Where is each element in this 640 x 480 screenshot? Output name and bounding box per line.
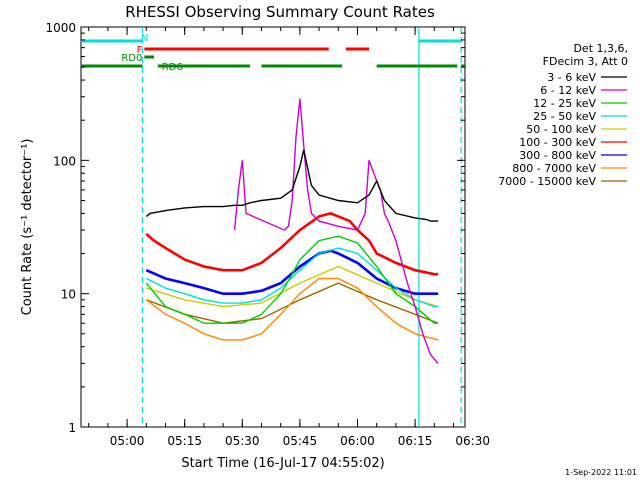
legend-label-0: 3 - 6 keV: [547, 71, 596, 84]
series-line-1: [233, 98, 439, 364]
flag-label-f: F: [137, 45, 143, 56]
x-tick-labels: 05:00 05:15 05:30 05:45 06:00 06:15 06:30: [110, 434, 490, 448]
x-tick-label: 05:45: [283, 434, 318, 448]
legend-header-2: FDecim 3, Att 0: [543, 55, 628, 68]
legend-label-2: 12 - 25 keV: [533, 97, 596, 110]
legend-header-1: Det 1,3,6,: [573, 42, 628, 55]
legend-label-1: 6 - 12 keV: [540, 84, 596, 97]
series-line-8: [146, 282, 439, 324]
series-layer: [145, 98, 439, 364]
legend-label-3: 25 - 50 keV: [533, 110, 596, 123]
y-axis-label: Count Rate (s⁻¹ detector⁻¹): [20, 139, 35, 316]
vertical-lines: [141, 27, 462, 427]
y-tick-label: 10: [61, 288, 76, 302]
flag-label-rd6: RD6: [162, 62, 183, 73]
axis-ticks: [81, 26, 465, 428]
series-line-4: [146, 265, 439, 308]
series-line-5: [145, 212, 439, 276]
x-tick-label: 06:30: [455, 434, 490, 448]
x-tick-label: 05:30: [225, 434, 260, 448]
x-axis-label: Start Time (16-Jul-17 04:55:02): [181, 456, 384, 471]
x-tick-label: 06:15: [398, 434, 433, 448]
y-tick-label: 100: [53, 154, 76, 168]
series-line-6: [145, 249, 439, 296]
x-tick-label: 06:00: [340, 434, 375, 448]
flag-label-rd0: RD0: [121, 53, 142, 64]
series-line-2: [145, 235, 439, 324]
legend-label-7: 800 - 7000 keV: [512, 162, 596, 175]
legend-label-6: 300 - 800 keV: [519, 149, 596, 162]
series-line-3: [145, 247, 439, 308]
x-tick-label: 05:15: [167, 434, 202, 448]
x-tick-label: 05:00: [110, 434, 145, 448]
series-line-7: [145, 277, 439, 341]
y-tick-labels: 1 10 100 1000: [45, 21, 76, 435]
flag-label-n: N: [141, 33, 148, 44]
series-line-0: [145, 149, 439, 222]
plot-frame: [80, 26, 466, 428]
y-tick-label: 1000: [45, 21, 76, 35]
y-tick-label: 1: [68, 421, 76, 435]
chart-title: RHESSI Observing Summary Count Rates: [125, 3, 435, 21]
footer-date: 1-Sep-2022 11:01: [565, 468, 637, 477]
legend-label-4: 50 - 100 keV: [526, 123, 596, 136]
legend-label-5: 100 - 300 keV: [519, 136, 596, 149]
legend-label-8: 7000 - 15000 keV: [498, 175, 596, 188]
